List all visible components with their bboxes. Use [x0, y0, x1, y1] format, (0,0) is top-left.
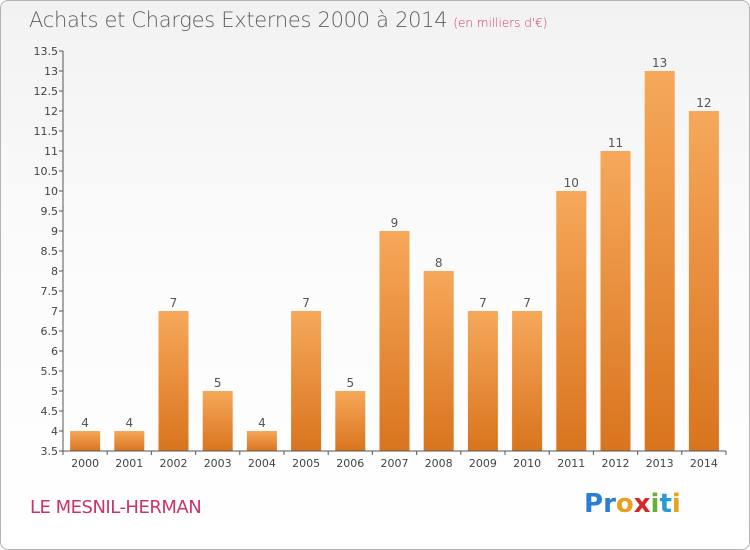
bar[interactable]: [114, 431, 145, 451]
y-tick-label: 5: [51, 385, 58, 398]
x-tick-label: 2011: [557, 457, 585, 470]
y-tick-label: 9.5: [41, 205, 59, 218]
bar[interactable]: [688, 111, 719, 451]
y-tick-label: 3.5: [41, 445, 59, 458]
y-tick-label: 9: [51, 225, 58, 238]
title-text: Achats et Charges Externes 2000 à 2014: [29, 8, 448, 32]
x-tick-label: 2010: [513, 457, 541, 470]
y-tick-label: 13.5: [34, 45, 59, 58]
y-tick-label: 4.5: [41, 405, 59, 418]
bar[interactable]: [644, 71, 675, 451]
y-tick-label: 11.5: [34, 125, 59, 138]
bar-value-label: 7: [479, 296, 487, 310]
y-tick-label: 8.5: [41, 245, 59, 258]
x-tick-label: 2005: [292, 457, 320, 470]
y-tick-label: 11: [44, 145, 58, 158]
y-tick-label: 5.5: [41, 365, 59, 378]
y-tick-label: 13: [44, 65, 58, 78]
x-tick-label: 2008: [425, 457, 453, 470]
commune-name: LE MESNIL-HERMAN: [30, 497, 202, 518]
y-tick-label: 6.5: [41, 325, 59, 338]
logo-letter: i: [650, 489, 660, 519]
proxiti-logo[interactable]: Proxiti: [584, 489, 681, 519]
bar-value-label: 5: [346, 376, 354, 390]
x-tick-label: 2006: [336, 457, 364, 470]
bar[interactable]: [512, 311, 543, 451]
bar[interactable]: [291, 311, 322, 451]
y-tick-label: 7: [51, 305, 58, 318]
bar-value-label: 7: [170, 296, 178, 310]
x-tick-label: 2001: [115, 457, 143, 470]
bar[interactable]: [70, 431, 101, 451]
bar-value-label: 11: [608, 136, 623, 150]
logo-letter: t: [659, 489, 672, 519]
y-tick-label: 12: [44, 105, 58, 118]
bar-value-label: 4: [81, 416, 89, 430]
bar[interactable]: [556, 191, 587, 451]
bar[interactable]: [379, 231, 410, 451]
bar[interactable]: [335, 391, 366, 451]
x-tick-label: 2013: [646, 457, 674, 470]
chart-subtitle: (en milliers d'€): [453, 16, 548, 30]
bar-value-label: 4: [258, 416, 266, 430]
y-axis: 3.5 4 4.5 5 5.5 6 6.5 7 7.5 8 8.5 9 9.5 10 10.5 11 11.5 1…: [34, 45, 64, 458]
bar[interactable]: [246, 431, 277, 451]
x-tick-label: 2002: [160, 457, 188, 470]
logo-letter: o: [615, 489, 634, 519]
logo-letter: r: [603, 489, 616, 519]
x-tick-label: 2007: [381, 457, 409, 470]
bar-value-label: 10: [564, 176, 579, 190]
logo-letter: x: [633, 489, 651, 519]
bar[interactable]: [423, 271, 454, 451]
bar-value-label: 7: [302, 296, 310, 310]
x-tick-label: 2004: [248, 457, 276, 470]
y-tick-label: 10.5: [34, 165, 59, 178]
bars: 4 4 7 5 4 7 5 9 8 7 7 10 11 13 12: [70, 56, 719, 451]
bar-value-label: 5: [214, 376, 222, 390]
bar-value-label: 9: [391, 216, 399, 230]
x-tick-label: 2014: [690, 457, 718, 470]
bar-value-label: 4: [125, 416, 133, 430]
bar[interactable]: [467, 311, 498, 451]
y-tick-label: 6: [51, 345, 58, 358]
x-axis: 2000 2001 2002 2003 2004 2005 2006 2007 2008 2009…: [62, 450, 727, 470]
chart-title: Achats et Charges Externes 2000 à 2014 (e…: [29, 8, 547, 32]
logo-letter: i: [671, 489, 681, 519]
y-tick-label: 10: [44, 185, 58, 198]
y-tick-label: 12.5: [34, 85, 59, 98]
bar-value-label: 7: [523, 296, 531, 310]
logo-letter: P: [584, 489, 604, 519]
bar[interactable]: [158, 311, 189, 451]
bar[interactable]: [600, 151, 631, 451]
x-tick-label: 2012: [602, 457, 630, 470]
bar[interactable]: [202, 391, 233, 451]
y-tick-label: 4: [51, 425, 58, 438]
x-tick-label: 2003: [204, 457, 232, 470]
bar-value-label: 8: [435, 256, 443, 270]
x-tick-label: 2009: [469, 457, 497, 470]
y-tick-label: 8: [51, 265, 58, 278]
y-tick-label: 7.5: [41, 285, 59, 298]
x-tick-label: 2000: [71, 457, 99, 470]
bar-value-label: 13: [652, 56, 667, 70]
bar-value-label: 12: [696, 96, 711, 110]
